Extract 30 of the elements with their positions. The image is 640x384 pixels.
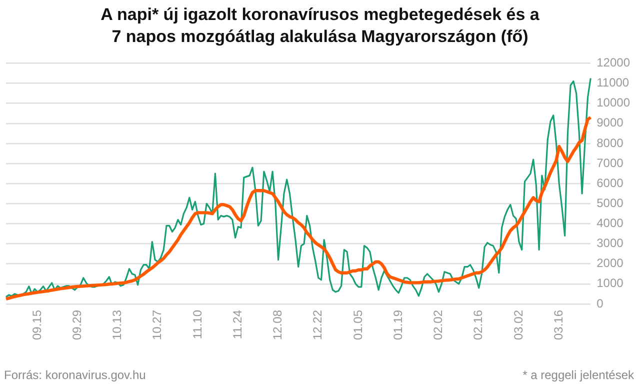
y-tick-label: 1000	[596, 276, 624, 290]
x-tick-label: 10.13	[110, 310, 124, 340]
x-tick-label: 01.19	[390, 310, 405, 340]
text: Forrás: koronavirus.gov.hu	[4, 368, 146, 382]
x-tick-label: 10.27	[150, 310, 164, 340]
x-tick-label: 09.15	[30, 310, 44, 340]
y-tick-label: 5000	[596, 196, 624, 210]
y-tick-label: 10000	[596, 96, 630, 110]
x-tick-label: 03.16	[551, 310, 566, 340]
y-tick-label: 0	[596, 296, 604, 310]
x-tick-label: 02.16	[471, 310, 486, 340]
x-tick-label: 11.10	[190, 310, 204, 340]
x-tick-label: 12.22	[310, 310, 325, 340]
x-tick-label: 01.05	[350, 310, 365, 340]
y-tick-label: 9000	[596, 116, 624, 130]
x-tick-label: 11.24	[230, 310, 244, 340]
y-tick-label: 6000	[596, 176, 624, 190]
y-tick-label: 7000	[596, 156, 624, 170]
y-tick-label: 3000	[596, 236, 624, 250]
x-tick-label: 02.02	[431, 310, 446, 340]
y-tick-label: 8000	[596, 136, 624, 150]
text: * a reggeli jelentések	[522, 368, 634, 382]
x-tick-label: 03.02	[511, 310, 526, 340]
y-tick-label: 11000	[596, 76, 630, 90]
y-tick-label: 12000	[596, 56, 630, 70]
chart-title: A napi* új igazolt koronavírusos megbetegedések és a 7 napos mozgóátlag alakulása Magyarországon (fő)	[100, 5, 540, 46]
x-tick-label: 12.08	[270, 310, 285, 340]
x-tick-label: 09.29	[70, 310, 84, 340]
y-tick-label: 2000	[596, 256, 624, 270]
y-tick-label: 4000	[596, 216, 624, 230]
